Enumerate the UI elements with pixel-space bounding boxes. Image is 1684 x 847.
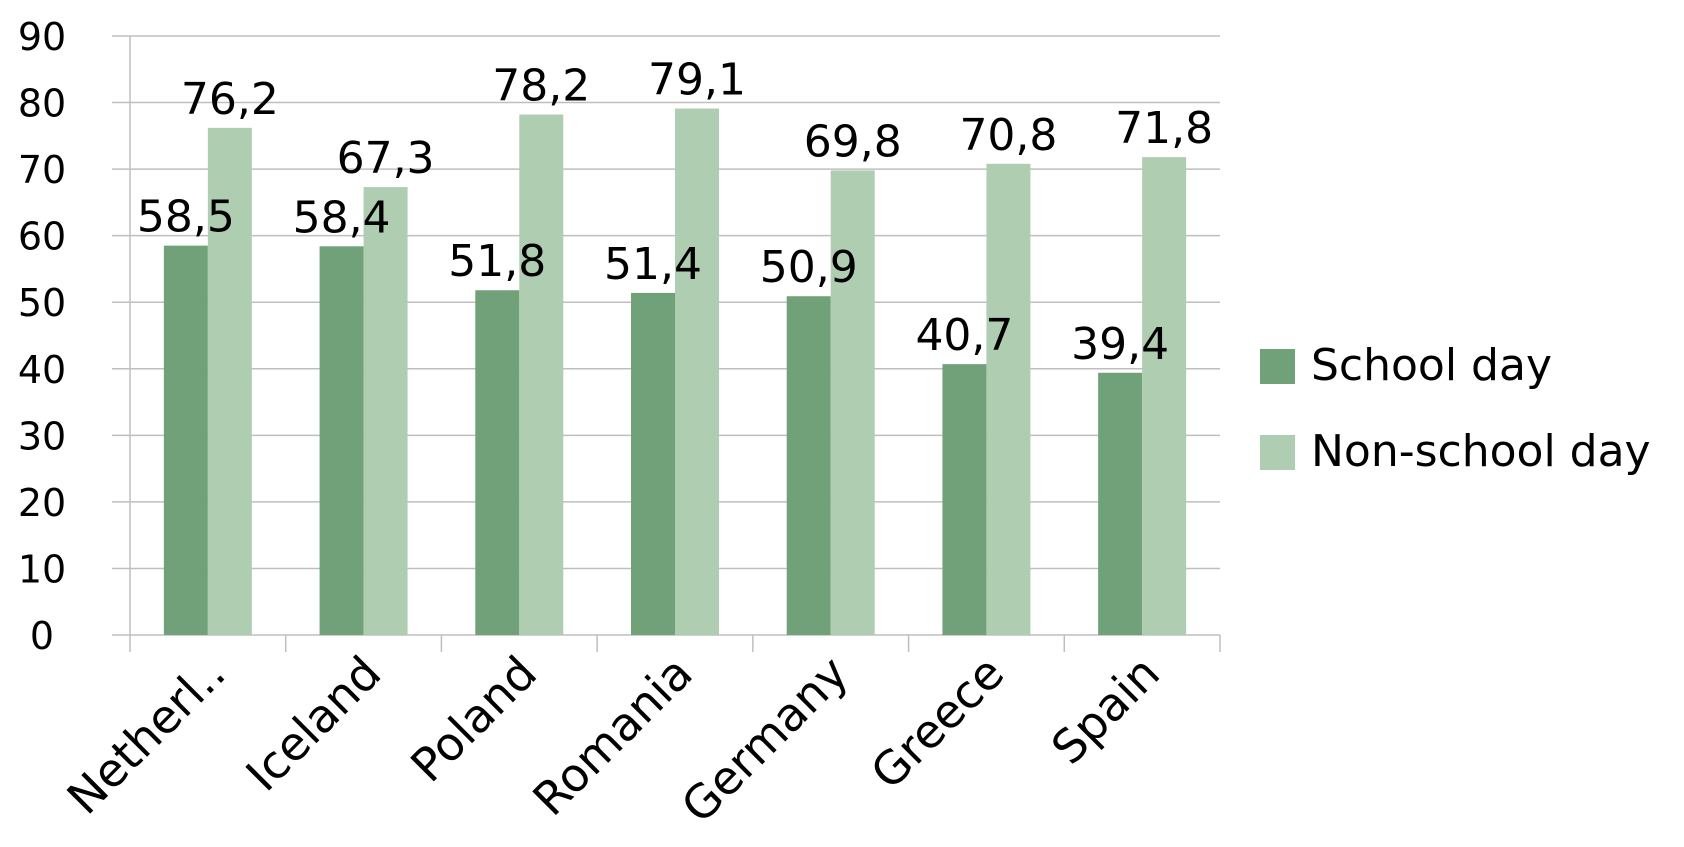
data-label: 58,4 bbox=[293, 192, 391, 243]
x-tick-label: Poland bbox=[400, 646, 547, 793]
data-labels: 58,5 76,2 58,4 67,3 51,8 78,2 51,4 79,1 50,9 69,8… bbox=[137, 55, 1213, 370]
y-tick-label: 20 bbox=[18, 481, 66, 525]
data-label: 51,4 bbox=[604, 239, 702, 290]
data-label: 79,1 bbox=[648, 55, 746, 106]
bars bbox=[163, 108, 1187, 636]
data-label: 69,8 bbox=[804, 116, 902, 167]
bar-non-school-day bbox=[1142, 157, 1187, 635]
bar-non-school-day bbox=[675, 108, 719, 636]
legend-swatch bbox=[1260, 349, 1295, 384]
y-tick-label: 60 bbox=[18, 215, 66, 259]
bar-non-school-day bbox=[363, 187, 408, 635]
bar-non-school-day bbox=[986, 163, 1031, 635]
data-label: 39,4 bbox=[1071, 319, 1169, 370]
x-tick-label: Greece bbox=[860, 646, 1014, 800]
bar-school-day bbox=[786, 296, 831, 635]
y-tick-label: 50 bbox=[18, 281, 66, 325]
y-tick-label: 80 bbox=[18, 82, 66, 126]
data-label: 40,7 bbox=[915, 310, 1013, 361]
x-tick-label: Iceland bbox=[235, 646, 391, 802]
bar-school-day bbox=[1098, 372, 1143, 635]
data-label: 76,2 bbox=[181, 74, 279, 125]
data-label: 70,8 bbox=[959, 110, 1057, 161]
data-label: 71,8 bbox=[1115, 103, 1213, 154]
legend-label: School day bbox=[1311, 340, 1552, 391]
bar-school-day bbox=[942, 364, 987, 635]
data-label: 58,5 bbox=[137, 192, 235, 243]
legend-item-non-school-day: Non-school day bbox=[1260, 426, 1651, 477]
bar-school-day bbox=[475, 290, 520, 635]
bar-non-school-day bbox=[207, 127, 252, 635]
legend: School day Non-school day bbox=[1260, 340, 1651, 477]
data-label: 67,3 bbox=[337, 133, 435, 184]
bar-school-day bbox=[631, 292, 675, 635]
x-tick-label: Netherl.. bbox=[57, 646, 236, 825]
y-axis: 0 10 20 30 40 50 60 70 80 90 bbox=[18, 15, 131, 658]
data-label: 78,2 bbox=[492, 61, 590, 112]
bar-non-school-day bbox=[519, 114, 564, 636]
y-tick-label: 40 bbox=[18, 348, 66, 392]
y-tick-label: 10 bbox=[18, 547, 66, 591]
legend-item-school-day: School day bbox=[1260, 340, 1552, 391]
data-label: 51,8 bbox=[448, 236, 546, 287]
x-tick-label: Germany bbox=[671, 646, 859, 834]
x-tick-label: Spain bbox=[1041, 646, 1170, 775]
y-tick-label: 0 bbox=[30, 614, 54, 658]
legend-swatch bbox=[1260, 435, 1295, 470]
y-tick-label: 70 bbox=[18, 148, 66, 192]
bar-school-day bbox=[163, 245, 208, 635]
bar-school-day bbox=[319, 246, 364, 635]
y-tick-label: 30 bbox=[18, 414, 66, 458]
y-tick-label: 90 bbox=[18, 15, 66, 59]
bar-non-school-day bbox=[830, 170, 875, 636]
legend-label: Non-school day bbox=[1311, 426, 1651, 477]
data-label: 50,9 bbox=[760, 242, 858, 293]
